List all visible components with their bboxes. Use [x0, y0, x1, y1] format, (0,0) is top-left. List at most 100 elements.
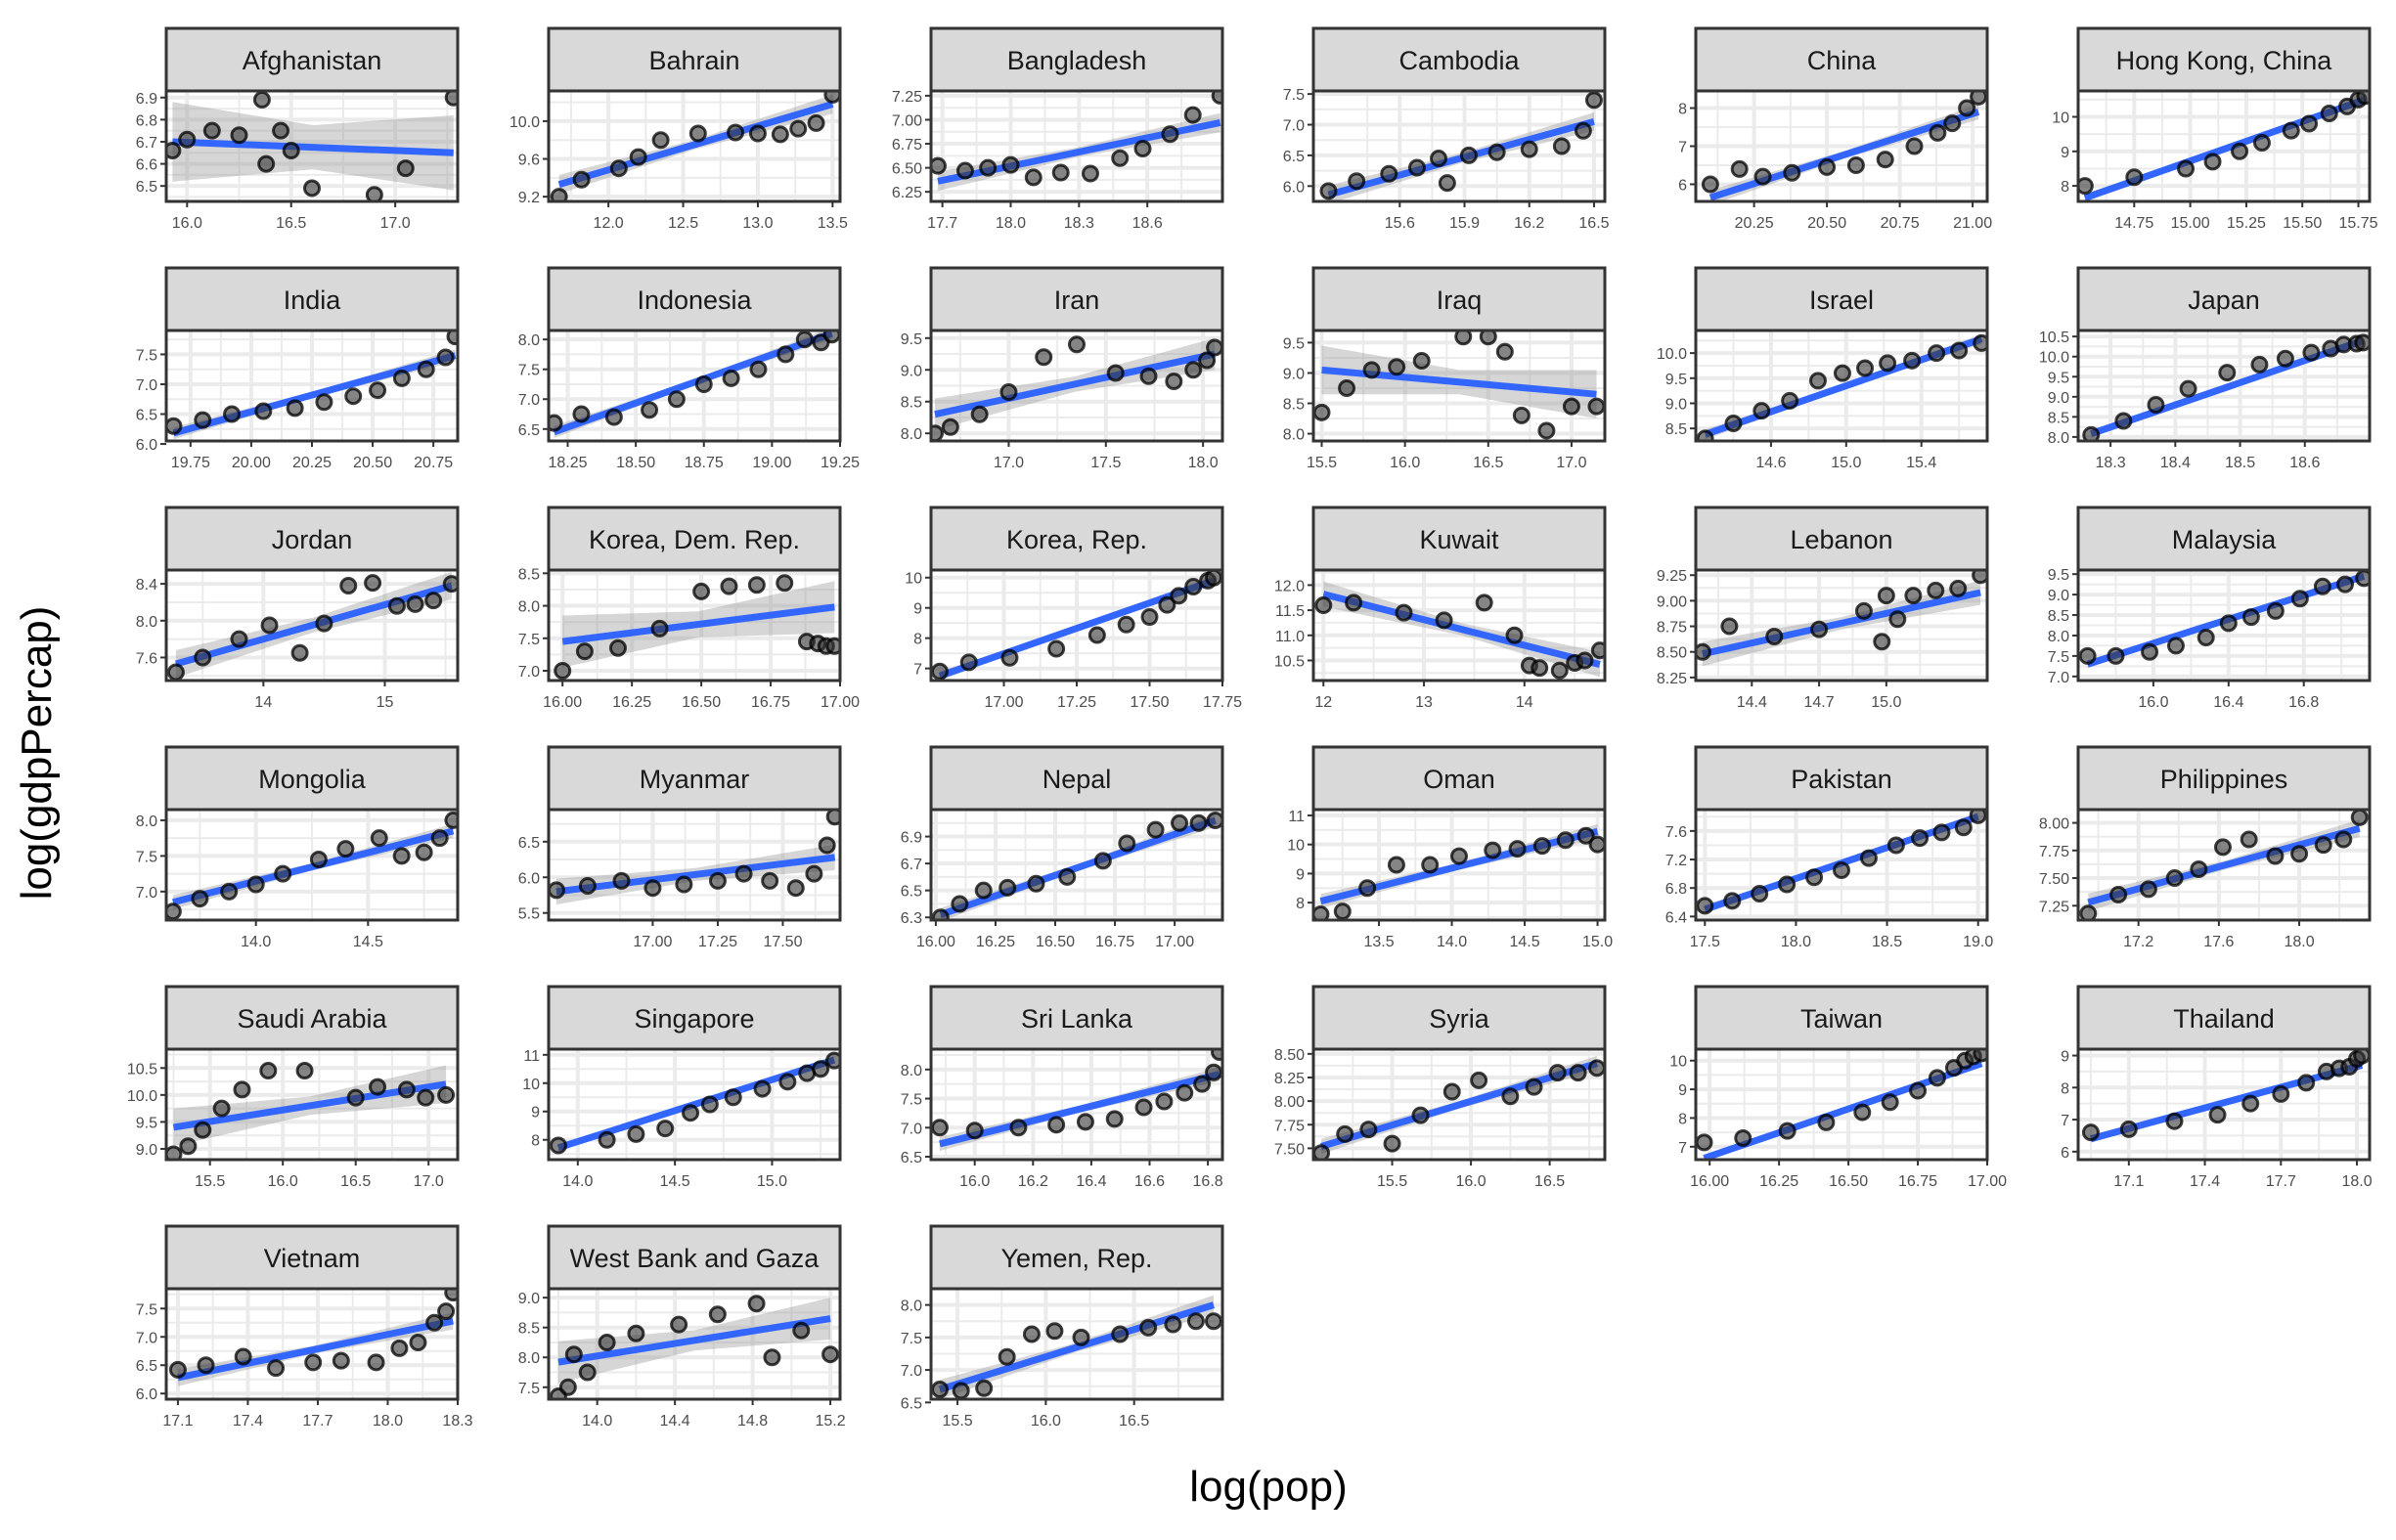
data-point [344, 387, 363, 406]
data-point [771, 125, 789, 144]
data-point [998, 1347, 1016, 1366]
data-point [1932, 823, 1951, 842]
data-point [1753, 402, 1771, 420]
data-point [1470, 1071, 1488, 1089]
data-point [2252, 133, 2271, 152]
data-point [1076, 1113, 1094, 1131]
data-point [2300, 114, 2319, 133]
data-point [805, 864, 823, 883]
y-tick-label: 10.5 [2039, 330, 2069, 346]
data-point [627, 1124, 645, 1143]
data-point [1730, 159, 1749, 178]
data-point [1877, 587, 1895, 605]
data-point [1211, 1049, 1222, 1061]
data-point [424, 592, 443, 610]
x-tick-label: 15.50 [2283, 215, 2322, 232]
data-point [2109, 886, 2128, 904]
x-tick-label: 20.25 [292, 455, 332, 471]
regression-line [177, 1317, 454, 1382]
y-tick-label: 11.5 [1275, 603, 1305, 620]
data-point [286, 399, 304, 418]
data-point [650, 619, 669, 638]
x-tick-label: 15.5 [195, 1173, 225, 1190]
facet-label: Kuwait [1419, 525, 1499, 554]
facet-label: Bangladesh [1007, 46, 1147, 75]
panel-border [1311, 808, 1607, 922]
data-point [1574, 121, 1592, 140]
x-tick-label: 16.50 [682, 694, 721, 711]
panel-plot-area [931, 330, 1222, 441]
y-tick-label: 8.0 [136, 614, 157, 631]
data-point [1853, 1103, 1872, 1122]
x-tick-label: 18.4 [2160, 455, 2191, 471]
x-tick-label: 17.7 [302, 1413, 333, 1430]
y-tick-label: 6.5 [136, 1358, 157, 1375]
data-point [272, 121, 290, 140]
data-point [1204, 1312, 1222, 1331]
data-point [1081, 164, 1099, 183]
data-point [1575, 651, 1594, 670]
panel-plot-area [1313, 330, 1605, 441]
data-point [1047, 1116, 1066, 1134]
y-tick-label: 7.75 [2039, 844, 2069, 860]
data-point [1584, 91, 1603, 110]
panel-background [1313, 330, 1605, 441]
panel-nepal: Nepal 6.3 6.5 6.7 6.9 16.00 16.25 16.50 16.75 17.… [901, 745, 1224, 950]
data-point [1928, 1069, 1946, 1087]
facet-strip [1694, 266, 1989, 332]
data-point [1879, 354, 1897, 373]
data-point [1950, 341, 1969, 360]
data-point [1333, 902, 1352, 920]
data-point [409, 1334, 427, 1352]
panel-plot-area [1696, 1049, 1987, 1160]
data-point [951, 895, 969, 913]
data-point [2165, 869, 2184, 888]
data-point [807, 113, 825, 132]
y-tick-label: 9.5 [1665, 372, 1687, 388]
facet-label: India [284, 286, 342, 315]
data-point [2218, 364, 2237, 382]
facet-label: Oman [1423, 765, 1495, 794]
facet-strip [1311, 506, 1607, 572]
x-tick-label: 16.6 [1134, 1173, 1165, 1190]
panel-border [164, 1047, 460, 1162]
data-point [1696, 642, 1711, 661]
facet-label: Japan [2188, 286, 2260, 315]
panel-border [164, 808, 460, 922]
x-tick-label: 18.3 [1064, 215, 1094, 232]
x-tick-label: 13.0 [742, 215, 773, 232]
data-point [194, 1121, 212, 1139]
y-tick-label: 7.75 [1274, 1118, 1305, 1134]
facet-label: Korea, Dem. Rep. [589, 525, 800, 554]
x-tick-label: 16.0 [172, 215, 202, 232]
y-tick-label: 10.0 [1657, 346, 1687, 363]
panel-israel: Israel 8.5 9.0 9.5 10.0 14.6 15.0 15.4 [1657, 266, 1989, 471]
data-point [1047, 639, 1066, 658]
facet-strip [547, 985, 842, 1051]
y-tick-label: 9.5 [136, 1115, 157, 1131]
data-point [1450, 847, 1468, 865]
data-point [303, 179, 321, 198]
data-point [1927, 581, 1945, 599]
data-point [789, 119, 808, 138]
data-point [1903, 351, 1922, 370]
facet-strip [164, 1224, 460, 1291]
data-point [2107, 646, 2125, 665]
x-tick-label: 16.5 [1473, 455, 1503, 471]
facet-label: Indonesia [637, 286, 752, 315]
data-point [2302, 343, 2321, 362]
facet-label: Saudi Arabia [237, 1004, 387, 1034]
data-point [2290, 845, 2309, 863]
y-tick-label: 6.7 [901, 857, 922, 873]
panel-plot-area [1696, 330, 1987, 441]
data-point [1186, 1312, 1205, 1331]
data-point [975, 1379, 994, 1397]
data-point [387, 596, 406, 615]
y-tick-label: 6.0 [1283, 179, 1305, 196]
data-point [598, 1130, 616, 1149]
facet-label: Bahrain [648, 46, 739, 75]
panel-border [547, 89, 842, 203]
data-point [970, 405, 989, 423]
data-point [390, 1339, 409, 1357]
data-point [2276, 349, 2294, 368]
